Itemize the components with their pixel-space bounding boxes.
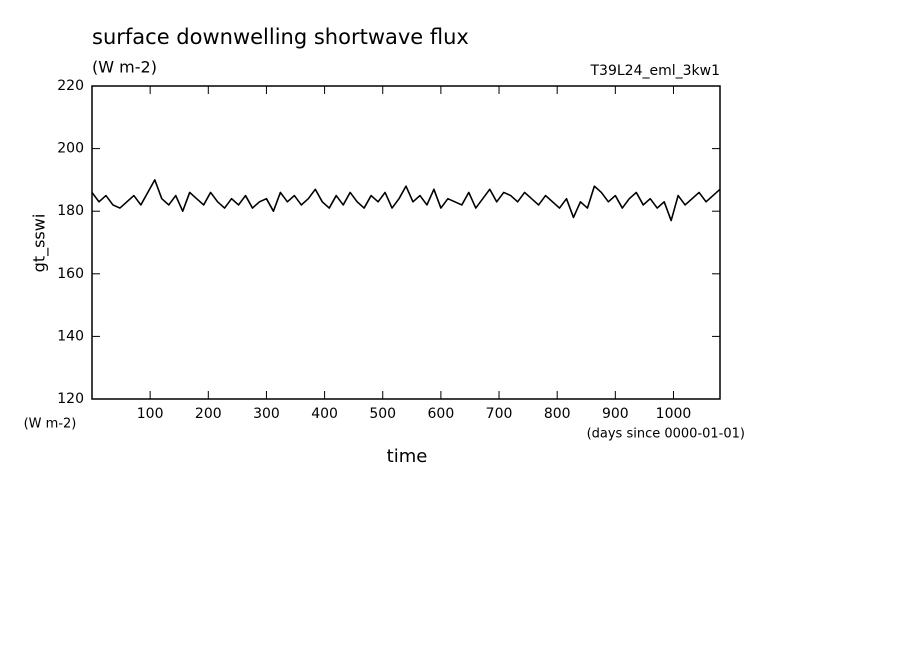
y-tick-label: 180 — [57, 203, 84, 219]
y-tick-label: 120 — [57, 391, 84, 407]
x-tick-label: 400 — [311, 406, 338, 422]
plot-frame — [91, 85, 721, 400]
x-tick-label: 800 — [544, 406, 571, 422]
x-tick-label: 200 — [195, 406, 222, 422]
subtitle: (W m-2) — [92, 58, 157, 77]
x-tick-label: 1000 — [656, 406, 692, 422]
chart-title: surface downwelling shortwave flux — [92, 25, 469, 49]
y-tick-label: 220 — [57, 78, 84, 94]
x-tick-label: 700 — [486, 406, 513, 422]
y-unit: (W m-2) — [24, 417, 77, 432]
x-tick-label: 600 — [428, 406, 455, 422]
y-tick-label: 160 — [57, 266, 84, 282]
x-axis-label: time — [387, 446, 428, 467]
y-tick-label: 140 — [57, 328, 84, 344]
x-tick-label: 300 — [253, 406, 280, 422]
x-tick-label: 100 — [137, 406, 164, 422]
x-tick-label: 500 — [369, 406, 396, 422]
y-axis-label: gt_sswi — [30, 214, 50, 273]
data-line — [91, 179, 721, 222]
run-label: T39L24_eml_3kw1 — [590, 63, 721, 79]
y-tick-label: 200 — [57, 141, 84, 157]
x-unit: (days since 0000-01-01) — [587, 427, 745, 442]
x-tick-label: 900 — [602, 406, 629, 422]
